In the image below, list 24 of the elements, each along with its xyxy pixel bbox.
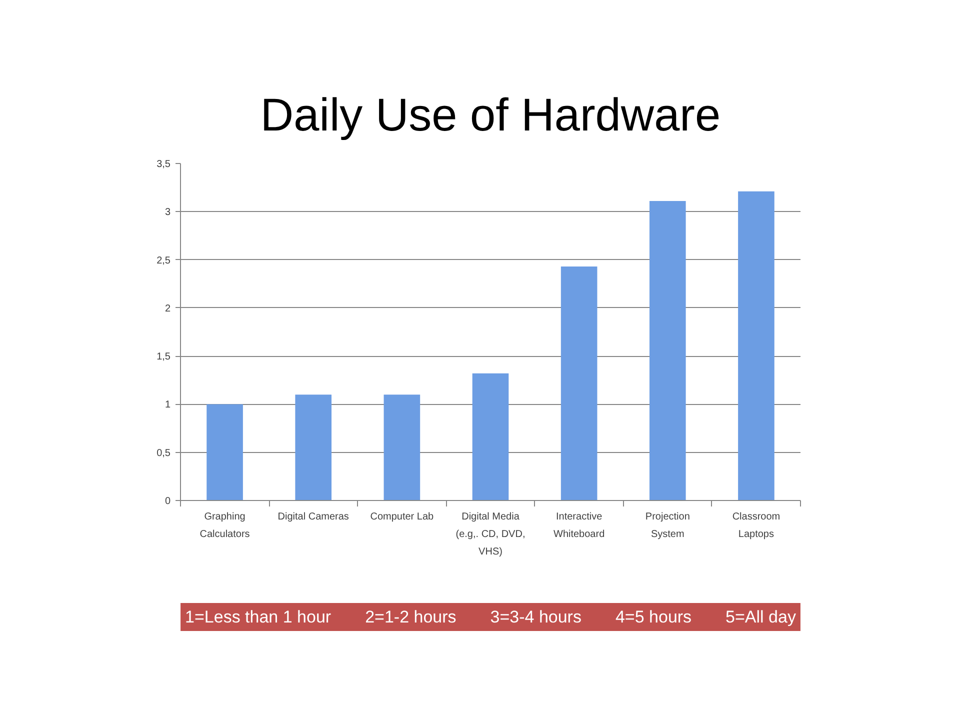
y-tick-label: 2,5: [156, 255, 171, 266]
bar: [560, 266, 598, 500]
x-tick-label: Interactive Whiteboard: [554, 512, 605, 540]
bar: [649, 201, 686, 500]
x-tick-label: Digital Media (e.g,. CD, DVD, VHS): [456, 512, 526, 558]
x-tick-label: Digital Cameras: [278, 512, 349, 522]
y-tick-label: 2: [164, 303, 171, 314]
chart-title: Daily Use of Hardware: [260, 88, 721, 140]
x-tick-label: Computer Lab: [370, 512, 434, 522]
y-tick-label: 0: [164, 496, 171, 507]
bar: [206, 404, 243, 500]
y-tick-label: 3: [164, 207, 171, 218]
bar: [384, 394, 420, 500]
bar: [472, 373, 509, 500]
x-tick-label: Classroom Laptops: [732, 512, 780, 540]
bar: [738, 191, 774, 500]
y-tick-label: 1,5: [156, 352, 171, 363]
x-tick-label: Graphing Calculators: [200, 512, 250, 540]
y-tick-label: 1: [164, 400, 171, 411]
bar: [295, 394, 332, 500]
text: 1=Less than 1 hour 2=1-2 hours 3=3-4 hours 4=5 hours 5=All day: [185, 608, 796, 626]
y-tick-label: 0,5: [156, 448, 171, 459]
x-tick-label: Projection System: [645, 512, 690, 540]
y-tick-label: 3,5: [156, 159, 171, 170]
